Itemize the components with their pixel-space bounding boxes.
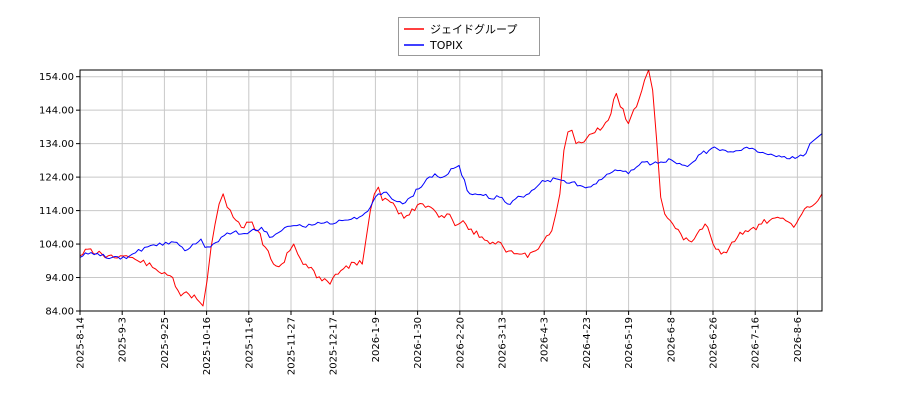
y-tick-label: 104.00 [39,240,74,251]
x-tick-label: 2025-11-6 [244,317,255,369]
y-tick-label: 84.00 [45,307,74,318]
series-line-topix [79,133,823,260]
legend: ジェイドグループ TOPIX [398,17,540,56]
x-tick-label: 2026-2-20 [455,317,466,369]
y-tick-label: 154.00 [39,72,74,83]
x-tick-label: 2025-10-16 [202,317,213,375]
legend-label: ジェイドグループ [430,22,517,36]
y-tick-label: 134.00 [39,139,74,150]
x-tick-label: 2026-7-16 [751,317,762,369]
x-tick-label: 2025-8-14 [76,317,87,369]
x-tick-label: 2025-9-3 [118,317,129,362]
x-tick-label: 2025-12-17 [329,317,340,375]
y-tick-label: 124.00 [39,173,74,184]
x-tick-label: 2025-11-27 [287,317,298,375]
y-tick-label: 144.00 [39,106,74,117]
x-tick-label: 2026-5-19 [624,317,635,369]
y-tick-label: 114.00 [39,206,74,217]
x-axis: 2025-8-14 2025-9-3 2025-9-25 2025-10-16 2025… [76,311,804,375]
series-line-jade [79,69,823,307]
legend-box [398,17,540,56]
plot-frame [79,69,823,312]
grid [79,70,822,312]
x-tick-label: 2026-1-30 [413,317,424,369]
series-group [79,69,823,307]
x-tick-label: 2026-1-9 [371,317,382,362]
x-tick-label: 2026-8-6 [793,317,804,362]
x-tick-label: 2026-4-3 [540,317,551,362]
x-tick-label: 2026-6-8 [666,317,677,362]
x-tick-label: 2026-6-26 [709,317,720,369]
x-tick-label: 2026-4-23 [582,317,593,369]
x-tick-label: 2025-9-25 [160,317,171,369]
legend-label: TOPIX [429,39,463,52]
y-tick-label: 94.00 [45,273,74,284]
x-tick-label: 2026-3-13 [498,317,509,369]
y-axis: 84.00 94.00 104.00 114.00 124.00 134.00 144.00… [39,72,80,318]
